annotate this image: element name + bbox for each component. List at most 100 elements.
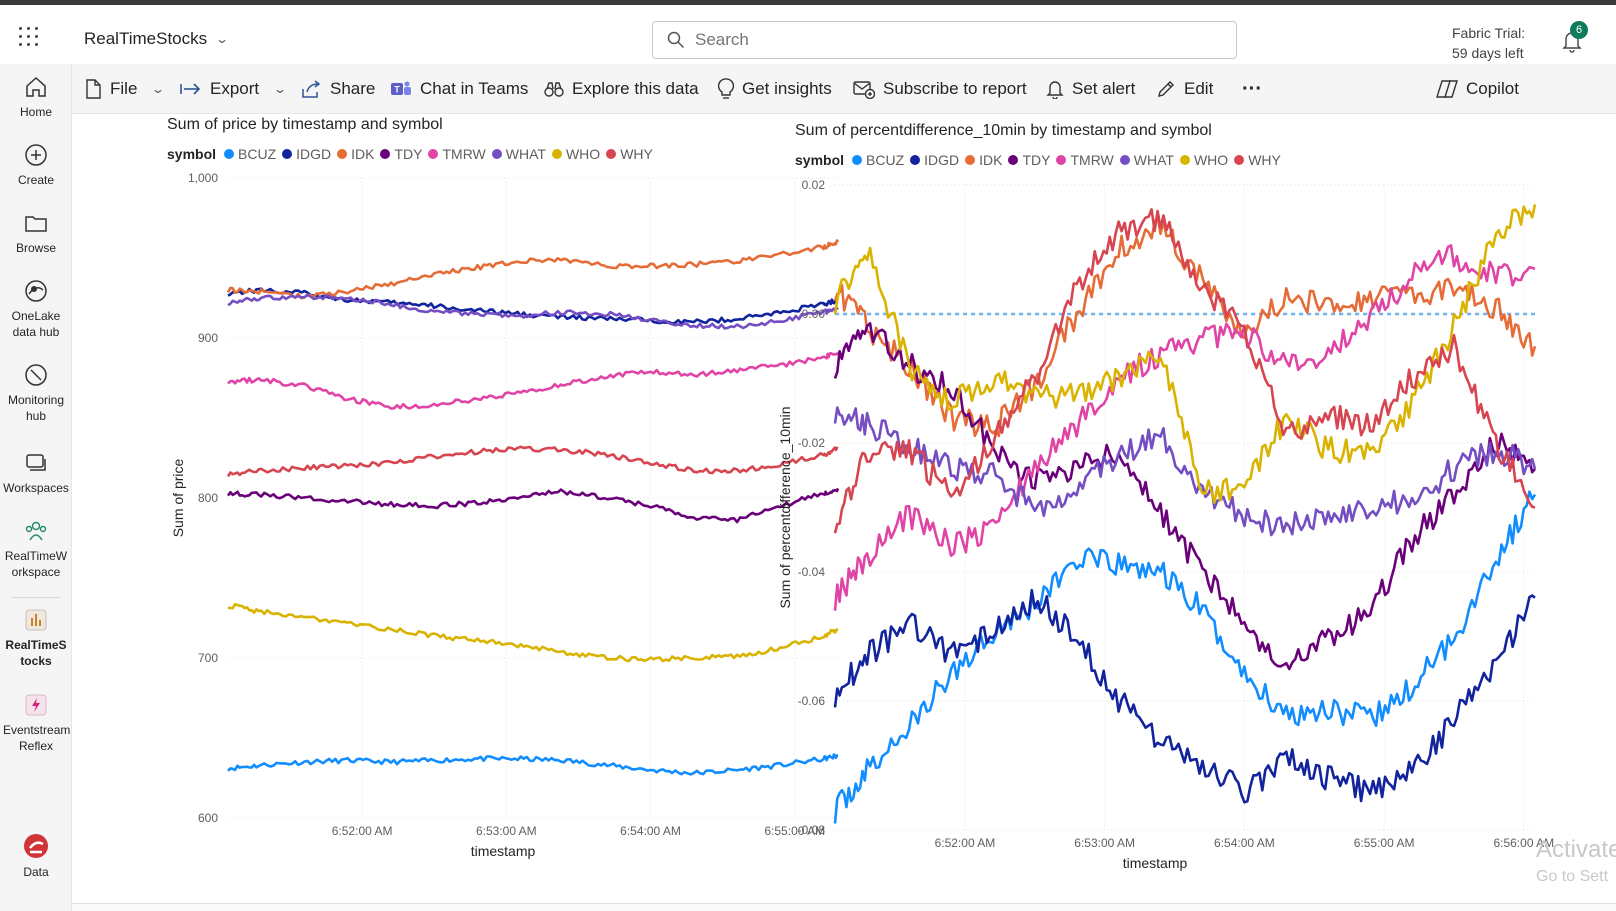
report-title-menu[interactable]: RealTimeStocks ⌄ bbox=[84, 29, 229, 49]
legend-item-idgd[interactable]: IDGD bbox=[910, 152, 959, 168]
legend-item-why[interactable]: WHY bbox=[606, 146, 653, 162]
more-options-icon: ··· bbox=[1242, 77, 1262, 100]
percentdiff-chart-legend: symbol BCUZ IDGD IDK TDY TMRW WHAT WHO WHY bbox=[795, 152, 1287, 168]
legend-item-idgd[interactable]: IDGD bbox=[282, 146, 331, 162]
nav-browse[interactable]: Browse bbox=[0, 210, 72, 256]
series-line-why bbox=[833, 208, 1536, 534]
subscribe-button[interactable]: Subscribe to report bbox=[853, 64, 1027, 114]
search-box[interactable] bbox=[652, 21, 1237, 59]
export-label: Export bbox=[210, 79, 260, 98]
app-header: RealTimeStocks ⌄ Fabric Trial: 59 days l… bbox=[0, 5, 1616, 64]
nav-eventstream-reflex[interactable]: Eventstream Reflex bbox=[0, 692, 72, 754]
nav-workspaces[interactable]: Workspaces bbox=[0, 450, 72, 496]
legend-label: TMRW bbox=[1070, 152, 1114, 168]
trial-status[interactable]: Fabric Trial: 59 days left bbox=[1452, 23, 1525, 63]
y-tick-label: 600 bbox=[198, 811, 218, 825]
explore-data-button[interactable]: Explore this data bbox=[544, 64, 699, 114]
chevron-down-icon: ⌄ bbox=[273, 82, 288, 96]
svg-text:T: T bbox=[394, 85, 400, 95]
window-top-strip bbox=[0, 0, 1616, 5]
nav-realtimeworkspace[interactable]: RealTimeWorkspace bbox=[0, 518, 72, 580]
legend-label: IDK bbox=[979, 152, 1003, 168]
y-tick-label: 0.02 bbox=[802, 178, 826, 192]
trial-days-left: 59 days left bbox=[1452, 45, 1524, 61]
search-input[interactable] bbox=[695, 30, 1175, 50]
legend-item-idk[interactable]: IDK bbox=[337, 146, 374, 162]
y-tick-label: 800 bbox=[198, 491, 218, 505]
legend-item-who[interactable]: WHO bbox=[1179, 152, 1228, 168]
nav-home[interactable]: Home bbox=[0, 74, 72, 120]
nav-realtimestocks[interactable]: RealTimeStocks bbox=[0, 607, 72, 669]
price-line-chart[interactable]: 600 700 800 900 1,000 6:52:00 AM 6:53:00 AM 6:5… bbox=[142, 165, 872, 905]
copilot-button[interactable]: Copilot bbox=[1436, 64, 1519, 114]
series-line-bcuz bbox=[227, 753, 839, 776]
nav-create[interactable]: Create bbox=[0, 142, 72, 188]
series-line-idk bbox=[226, 239, 840, 300]
legend-label: TDY bbox=[394, 146, 423, 162]
explore-label: Explore this data bbox=[572, 79, 699, 98]
y-tick-label: 700 bbox=[198, 651, 218, 665]
nav-data-experience[interactable]: Data bbox=[0, 832, 72, 880]
series-line-why bbox=[226, 445, 839, 478]
legend-item-bcuz[interactable]: BCUZ bbox=[224, 146, 276, 162]
legend-item-who[interactable]: WHO bbox=[551, 146, 600, 162]
legend-item-tmrw[interactable]: TMRW bbox=[1056, 152, 1114, 168]
legend-item-why[interactable]: WHY bbox=[1234, 152, 1281, 168]
series-line-idgd bbox=[833, 588, 1536, 804]
nav-label: Workspaces bbox=[3, 481, 69, 495]
legend-item-tmrw[interactable]: TMRW bbox=[428, 146, 486, 162]
x-tick-label: 6:53:00 AM bbox=[476, 824, 537, 838]
legend-item-tdy[interactable]: TDY bbox=[1008, 152, 1050, 168]
series-line-tdy bbox=[833, 322, 1537, 671]
legend-label: BCUZ bbox=[866, 152, 905, 168]
app-launcher-icon[interactable] bbox=[19, 27, 41, 49]
series-line-what bbox=[227, 293, 839, 330]
series-line-bcuz bbox=[833, 490, 1537, 824]
set-alert-button[interactable]: Set alert bbox=[1046, 64, 1135, 114]
chat-in-teams-button[interactable]: T Chat in Teams bbox=[390, 64, 528, 114]
export-menu-button[interactable]: Export ⌄ bbox=[180, 64, 288, 114]
legend-label: IDK bbox=[351, 146, 375, 162]
legend-dot bbox=[1179, 155, 1190, 165]
nav-onelake[interactable]: OneLake data hub bbox=[0, 278, 72, 340]
y-axis-title: Sum of price bbox=[170, 458, 186, 537]
legend-dot bbox=[224, 149, 235, 159]
percentdiff-line-chart[interactable]: -0.08 -0.06 -0.04 -0.02 0.00 0.02 6:52:00 AM 6:… bbox=[777, 170, 1607, 911]
legend-item-tdy[interactable]: TDY bbox=[380, 146, 422, 162]
legend-item-bcuz[interactable]: BCUZ bbox=[852, 152, 904, 168]
legend-dot bbox=[491, 149, 502, 159]
y-tick-label: 0.00 bbox=[802, 307, 826, 321]
copilot-label: Copilot bbox=[1466, 79, 1519, 98]
series-line-tmrw bbox=[833, 244, 1536, 611]
legend-label: TDY bbox=[1022, 152, 1051, 168]
teams-icon: T bbox=[391, 81, 411, 95]
nav-label: RealTimeWorkspace bbox=[4, 549, 68, 579]
series-line-who bbox=[833, 204, 1537, 504]
edit-button[interactable]: Edit bbox=[1156, 64, 1213, 114]
x-axis-title: timestamp bbox=[471, 843, 536, 859]
pencil-icon bbox=[1158, 81, 1174, 97]
workspace-people-icon bbox=[25, 521, 47, 541]
monitoring-icon bbox=[25, 364, 47, 386]
y-axis-title: Sum of percentdifference_10min bbox=[777, 406, 793, 608]
more-options-button[interactable]: ··· bbox=[1242, 64, 1262, 114]
file-menu-button[interactable]: File ⌄ bbox=[84, 64, 165, 114]
copilot-icon bbox=[1436, 80, 1458, 98]
reflex-icon bbox=[25, 694, 47, 716]
legend-label: IDGD bbox=[296, 146, 332, 162]
legend-item-what[interactable]: WHAT bbox=[1119, 152, 1174, 168]
nav-monitoring[interactable]: Monitoring hub bbox=[0, 362, 72, 424]
legend-item-what[interactable]: WHAT bbox=[491, 146, 546, 162]
x-tick-label: 6:52:00 AM bbox=[935, 836, 996, 850]
share-icon bbox=[302, 80, 321, 98]
get-insights-button[interactable]: Get insights bbox=[718, 64, 832, 114]
legend-dot bbox=[852, 155, 863, 165]
share-button[interactable]: Share bbox=[300, 64, 375, 114]
file-label: File bbox=[110, 79, 138, 98]
subscribe-label: Subscribe to report bbox=[883, 79, 1027, 98]
series-line-tmrw bbox=[227, 351, 840, 410]
legend-item-idk[interactable]: IDK bbox=[965, 152, 1002, 168]
series-line-tdy bbox=[226, 487, 840, 524]
x-tick-label: 6:55:00 AM bbox=[764, 824, 825, 838]
home-icon bbox=[26, 76, 46, 97]
